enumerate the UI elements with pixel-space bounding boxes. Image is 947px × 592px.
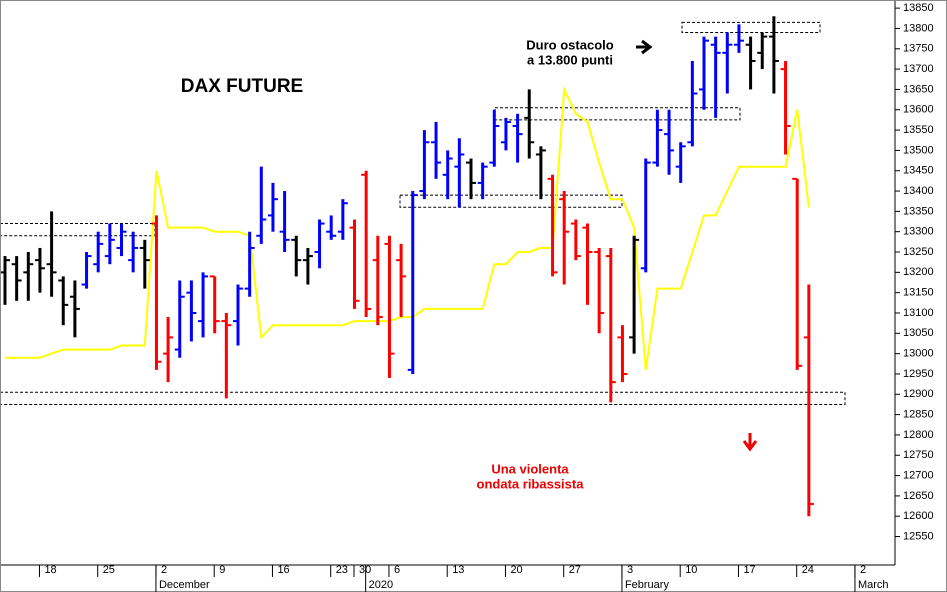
x-tick-label: 30 — [359, 564, 371, 576]
y-tick-label: 13350 — [903, 205, 934, 217]
y-tick-label: 12900 — [903, 388, 934, 400]
x-tick-label: 2 — [161, 564, 167, 576]
y-tick-label: 13500 — [903, 144, 934, 156]
y-tick-label: 13750 — [903, 43, 934, 55]
x-tick-label: 23 — [336, 564, 348, 576]
y-tick-label: 13250 — [903, 246, 934, 258]
x-tick-label: 6 — [394, 564, 400, 576]
month-label: December — [159, 579, 210, 591]
y-tick-label: 13650 — [903, 83, 934, 95]
y-tick-label: 13300 — [903, 226, 934, 238]
x-tick-label: 17 — [743, 564, 755, 576]
y-tick-label: 12600 — [903, 510, 934, 522]
y-tick-label: 12950 — [903, 368, 934, 380]
month-label: February — [625, 579, 670, 591]
axis-mask — [0, 565, 947, 592]
y-tick-label: 13700 — [903, 63, 934, 75]
annotation: Duro ostacolo — [526, 37, 613, 52]
y-tick-label: 13850 — [903, 2, 934, 14]
x-tick-label: 16 — [277, 564, 289, 576]
month-label: March — [858, 579, 889, 591]
y-tick-label: 12700 — [903, 469, 934, 481]
zone — [681, 21, 821, 34]
annotation: ondata ribassista — [477, 476, 585, 491]
x-tick-label: 18 — [44, 564, 56, 576]
y-tick-label: 12550 — [903, 530, 934, 542]
annotation: Una violenta — [491, 461, 569, 476]
zone — [399, 194, 623, 208]
zone — [0, 391, 846, 405]
y-tick-label: 13550 — [903, 124, 934, 136]
x-tick-label: 20 — [510, 564, 522, 576]
y-tick-label: 13400 — [903, 185, 934, 197]
line-series — [5, 85, 810, 371]
x-tick-label: 10 — [685, 564, 697, 576]
month-label: 2020 — [369, 579, 393, 591]
x-tick-label: 27 — [569, 564, 581, 576]
x-tick-label: 9 — [219, 564, 225, 576]
x-tick-label: 2 — [860, 564, 866, 576]
y-tick-label: 13200 — [903, 266, 934, 278]
x-tick-label: 3 — [627, 564, 633, 576]
arrow — [742, 433, 758, 452]
y-tick-label: 13000 — [903, 348, 934, 360]
x-tick-label: 25 — [103, 564, 115, 576]
y-tick-label: 12850 — [903, 409, 934, 421]
y-tick-label: 13800 — [903, 22, 934, 34]
axis-mask — [895, 0, 947, 592]
zone — [494, 107, 741, 121]
arrow — [636, 39, 653, 55]
y-tick-label: 12800 — [903, 429, 934, 441]
y-tick-label: 13050 — [903, 327, 934, 339]
x-tick-label: 24 — [802, 564, 814, 576]
y-tick-label: 12650 — [903, 490, 934, 502]
y-tick-label: 13100 — [903, 307, 934, 319]
y-tick-label: 13600 — [903, 104, 934, 116]
chart-title: DAX FUTURE — [181, 76, 303, 97]
x-tick-label: 13 — [452, 564, 464, 576]
y-tick-label: 12750 — [903, 449, 934, 461]
y-tick-label: 13450 — [903, 165, 934, 177]
y-tick-label: 13150 — [903, 287, 934, 299]
annotation: a 13.800 punti — [527, 52, 613, 67]
